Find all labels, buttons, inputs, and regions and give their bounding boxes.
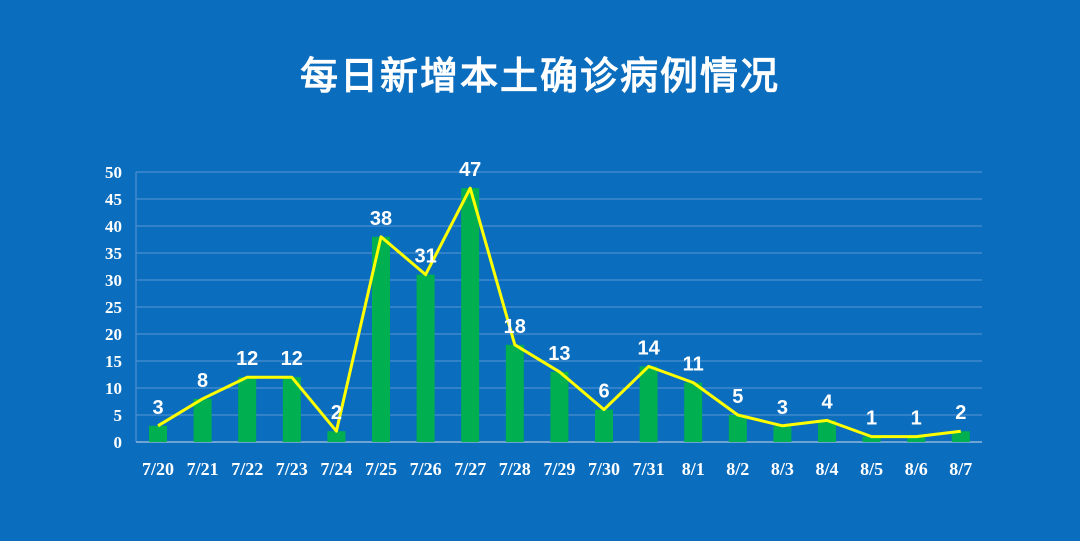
x-tick-label: 8/1	[682, 459, 705, 479]
x-tick-label: 8/4	[815, 459, 838, 479]
data-label: 13	[548, 343, 570, 365]
x-tick-label: 7/25	[365, 459, 397, 479]
data-label: 3	[152, 397, 163, 419]
bar	[505, 344, 524, 442]
x-tick-label: 7/26	[410, 459, 442, 479]
trend-line	[157, 186, 961, 439]
bar	[372, 236, 390, 442]
y-tick-label: 25	[105, 298, 122, 317]
x-tick-label: 7/23	[276, 459, 308, 479]
x-tick-label: 7/28	[499, 459, 531, 479]
x-tick-label: 7/20	[142, 459, 174, 479]
bar	[639, 366, 658, 442]
bar	[773, 425, 792, 442]
x-tick-label: 7/24	[320, 459, 352, 479]
bar	[416, 274, 435, 442]
data-label: 3	[777, 397, 788, 419]
data-label: 47	[459, 159, 481, 181]
bar	[818, 420, 836, 442]
y-tick-label: 5	[114, 406, 123, 425]
x-tick-label: 8/5	[860, 459, 883, 479]
bar	[684, 382, 703, 442]
bar	[149, 425, 167, 442]
y-tick-label: 15	[105, 352, 122, 371]
data-label: 2	[955, 402, 966, 424]
bar	[282, 377, 301, 442]
x-tick-label: 7/21	[187, 459, 219, 479]
data-label: 12	[281, 348, 303, 370]
x-tick-label: 7/29	[543, 459, 575, 479]
y-tick-label: 35	[105, 244, 122, 263]
x-tick-label: 7/30	[588, 459, 620, 479]
y-tick-label: 20	[105, 325, 122, 344]
y-tick-label: 40	[105, 217, 122, 236]
y-tick-label: 30	[105, 271, 122, 290]
y-tick-label: 45	[105, 190, 122, 209]
x-tick-label: 8/3	[771, 459, 794, 479]
data-label: 8	[197, 370, 208, 392]
chart-title: 每日新增本土确诊病例情况	[299, 54, 780, 98]
bar	[862, 436, 881, 442]
bar	[728, 415, 747, 442]
data-label: 1	[911, 408, 922, 430]
data-label: 5	[732, 386, 743, 408]
y-tick-label: 50	[105, 163, 122, 182]
data-label: 4	[821, 391, 833, 413]
x-tick-label: 7/22	[231, 459, 263, 479]
bar	[238, 377, 257, 442]
data-label: 14	[637, 337, 660, 359]
y-tick-label: 10	[105, 379, 122, 398]
bar	[595, 409, 613, 442]
data-label: 31	[414, 246, 436, 268]
x-tick-label: 7/27	[454, 459, 486, 479]
bar	[550, 371, 569, 442]
data-label: 2	[331, 402, 342, 424]
data-label: 18	[504, 316, 526, 338]
y-tick-label: 0	[114, 433, 123, 452]
data-label: 12	[236, 348, 258, 370]
x-tick-label: 7/31	[633, 459, 665, 479]
data-label: 38	[370, 208, 392, 230]
x-tick-label: 8/6	[905, 459, 928, 479]
x-tick-label: 8/7	[949, 459, 972, 479]
bar	[193, 398, 212, 442]
data-label: 11	[683, 354, 704, 376]
x-tick-label: 8/2	[726, 459, 749, 479]
data-label: 1	[866, 408, 877, 430]
bar	[461, 188, 480, 442]
bar	[327, 431, 346, 442]
data-label: 6	[598, 381, 609, 403]
bar	[907, 436, 926, 442]
bar	[951, 431, 970, 442]
